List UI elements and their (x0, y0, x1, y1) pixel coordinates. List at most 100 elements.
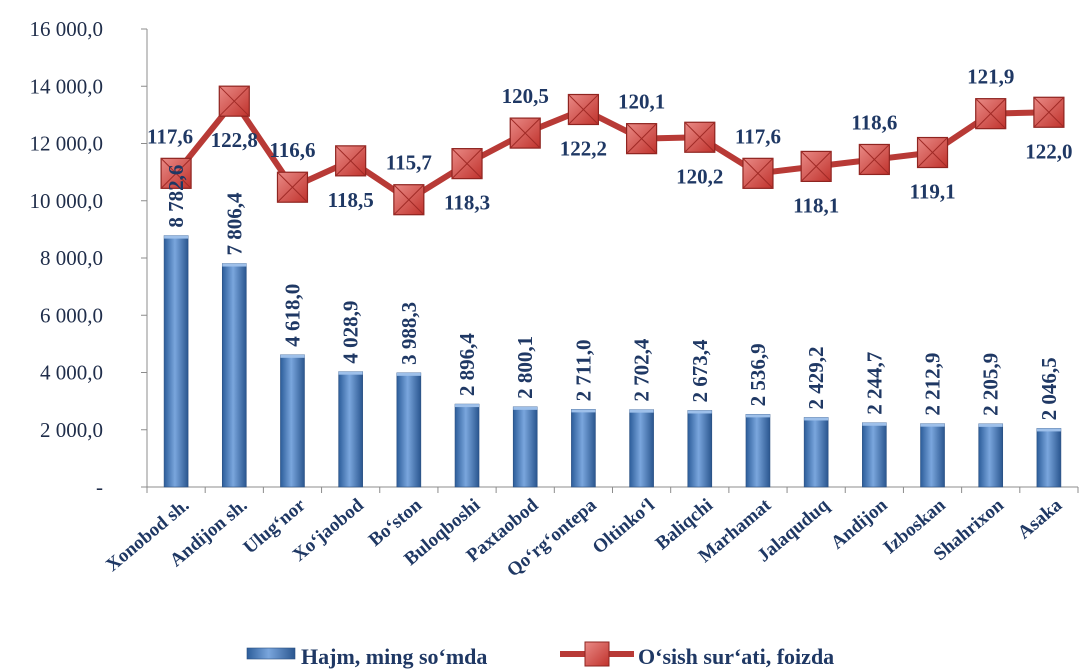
legend-bar-swatch (246, 647, 296, 660)
line-value-label: 115,7 (386, 151, 432, 175)
x-category-label: Asaka (1014, 494, 1067, 543)
line-marker-bevel (858, 144, 890, 175)
bar-value-label: 2 046,5 (1037, 357, 1061, 420)
y-tick-label: - (96, 475, 103, 499)
bar (978, 423, 1004, 488)
y-tick-label: 4 000,0 (40, 361, 103, 385)
line-value-label: 116,6 (269, 138, 315, 162)
bar-value-label: 2 711,0 (571, 340, 595, 402)
bar-cap (1036, 428, 1061, 432)
bar (396, 372, 422, 488)
bar (571, 409, 596, 488)
y-tick-label: 6 000,0 (40, 303, 103, 327)
y-tick-label: 8 000,0 (40, 246, 103, 270)
bar-value-label: 2 800,1 (513, 336, 537, 399)
legend-line-label: O‘sish sur‘ati, foizda (638, 644, 834, 669)
bar-cap (280, 354, 305, 358)
line-value-label: 118,5 (328, 188, 374, 212)
bar (687, 410, 713, 488)
line-marker-bevel (626, 123, 657, 154)
line-value-label: 118,1 (793, 193, 839, 217)
bar-cap (804, 417, 829, 421)
line-series (160, 85, 1065, 216)
x-category-label: Oltinko‘l (589, 495, 659, 559)
bar (862, 422, 887, 488)
y-tick-label: 2 000,0 (40, 418, 103, 442)
bar-value-label: 2 536,9 (746, 343, 770, 406)
bar-series (163, 235, 1062, 488)
line-marker-bevel (160, 157, 192, 189)
bar (338, 371, 363, 488)
y-tick-label: 10 000,0 (30, 189, 104, 213)
bar-value-label: 8 782,6 (164, 165, 188, 228)
line-value-label: 118,6 (851, 110, 897, 134)
line-marker-bevel (742, 157, 774, 189)
bar (512, 406, 538, 488)
line-value-label: 120,5 (502, 84, 549, 108)
bar-value-label: 2 673,4 (688, 339, 712, 403)
bar-value-label: 2 429,2 (804, 346, 828, 409)
line-value-label: 117,6 (735, 124, 781, 148)
bar-cap (687, 410, 712, 414)
data-labels: 8 782,6 7 806,4 4 618,0 4 028,9 3 988,3 2 896… (147, 65, 1072, 421)
y-tick-label: 14 000,0 (30, 74, 104, 98)
line-marker-bevel (917, 137, 948, 168)
y-tick-label: 12 000,0 (30, 132, 104, 156)
line-value-label: 117,6 (147, 124, 193, 148)
bar-cap (920, 423, 945, 427)
bar-cap (338, 371, 363, 375)
bar-value-label: 2 702,4 (630, 338, 654, 402)
line-marker-bevel (335, 145, 367, 177)
line-value-label: 122,2 (560, 136, 607, 160)
line-marker-bevel (509, 117, 541, 149)
bar-cap (513, 406, 538, 410)
bar-cap (629, 409, 654, 413)
line-value-label: 120,1 (618, 90, 665, 114)
line-marker-bevel (393, 184, 425, 216)
bar (221, 263, 247, 488)
legend: Hajm, ming so‘mda O‘sish sur‘ati, foizda (246, 641, 834, 669)
line-value-label: 121,9 (967, 65, 1014, 89)
bar-value-label: 3 988,3 (397, 302, 421, 365)
bar-cap (745, 414, 770, 418)
line-marker-bevel (684, 121, 716, 153)
line-marker-bevel (1033, 96, 1065, 128)
bar (920, 423, 945, 488)
line-value-label: 120,2 (676, 164, 723, 188)
bar-cap (222, 263, 247, 267)
bar-cap (978, 423, 1003, 427)
bar-value-label: 2 212,9 (921, 353, 945, 416)
line-value-label: 118,3 (444, 191, 490, 215)
bar-value-label: 4 028,9 (339, 301, 363, 364)
line-marker-bevel (218, 85, 250, 117)
bar-value-label: 2 244,7 (862, 352, 886, 415)
line-marker-bevel (451, 148, 483, 179)
legend-bar-label: Hajm, ming so‘mda (301, 644, 487, 669)
bar (1036, 428, 1062, 488)
bar (454, 403, 480, 488)
bar (163, 235, 189, 488)
line-marker-bevel (277, 171, 308, 203)
line-marker-bevel (568, 94, 599, 125)
bar-cap (571, 409, 596, 413)
bar-cap (396, 372, 421, 376)
bar (629, 409, 654, 488)
line-marker-bevel (975, 98, 1007, 130)
bar (280, 354, 305, 488)
line-value-label: 122,0 (1025, 139, 1072, 163)
line-value-label: 119,1 (909, 180, 955, 204)
bar (745, 414, 771, 488)
bar (803, 417, 829, 488)
bar-cap (862, 422, 887, 426)
bar-value-label: 2 205,9 (979, 353, 1003, 416)
bar-value-label: 4 618,0 (280, 284, 304, 347)
bar-value-label: 2 896,4 (455, 333, 479, 397)
growth-line (173, 98, 1049, 203)
bar-cap (164, 235, 189, 239)
bar-value-label: 7 806,4 (222, 192, 246, 256)
line-marker-bevel (800, 151, 832, 182)
legend-line-marker (584, 641, 610, 667)
bar-cap (455, 404, 480, 408)
y-tick-label: 16 000,0 (30, 17, 104, 41)
